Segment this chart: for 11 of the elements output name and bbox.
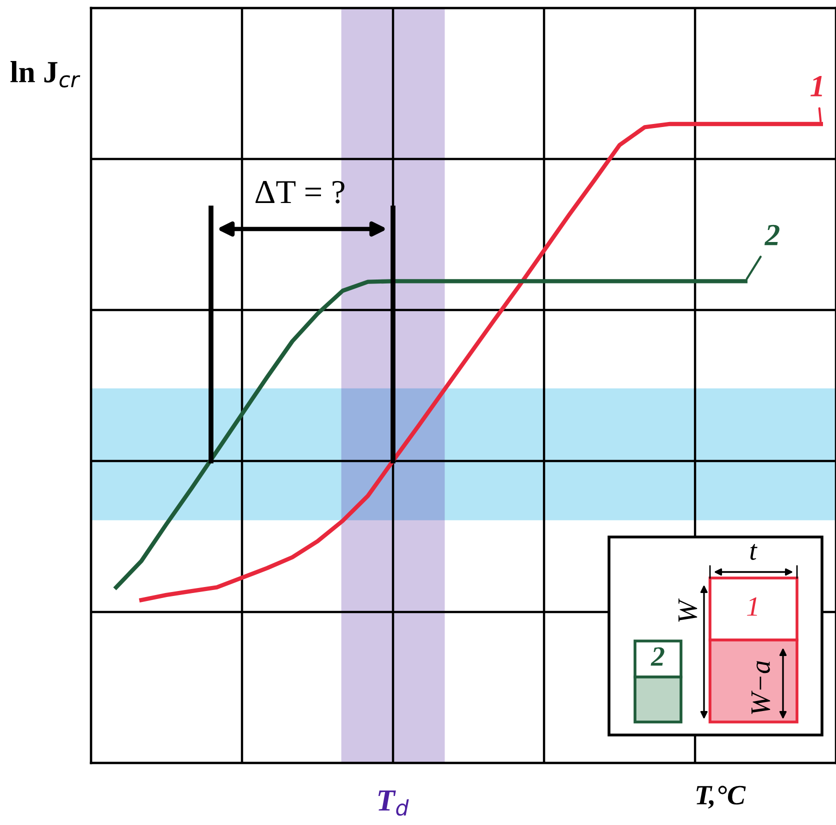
- annotation: t: [750, 544, 758, 560]
- annotation: W: [678, 598, 698, 622]
- x-axis-title: T,°C: [696, 786, 746, 809]
- text: T$_{d}$: [378, 790, 409, 816]
- text: 2: [650, 647, 664, 666]
- y-axis-title: ln J$_{cr}$: [10, 60, 80, 88]
- annotation: ΔT = ?: [256, 180, 344, 204]
- series-label: 2: [764, 224, 780, 246]
- text: 1: [747, 597, 757, 616]
- series-label: 1: [810, 76, 822, 96]
- annotation: W−a: [751, 661, 770, 714]
